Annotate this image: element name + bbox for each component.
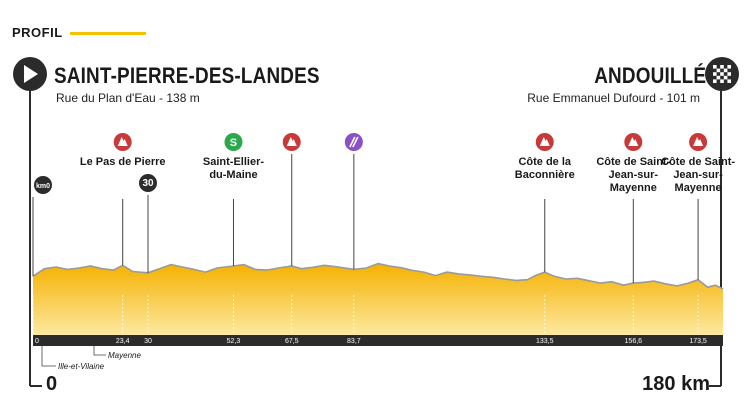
waypoint-label: Jean-sur- — [609, 169, 659, 181]
tick-label: 23,4 — [116, 338, 130, 345]
waypoint-label: Jean-sur- — [673, 169, 723, 181]
checker-square — [723, 68, 728, 73]
header-underline — [70, 32, 146, 35]
waypoint-label: Côte de la — [518, 156, 571, 168]
sprint-icon: S — [230, 137, 237, 149]
start-address: Rue du Plan d'Eau - 138 m — [56, 91, 200, 105]
checker-square — [727, 79, 731, 83]
tick-label: 156,6 — [625, 338, 643, 345]
checker-square — [716, 68, 721, 73]
tick-label: 83,7 — [347, 338, 361, 345]
feed-icon — [349, 136, 359, 148]
checker-square — [723, 75, 728, 80]
profile-header: PROFIL — [12, 25, 63, 40]
elevation-area — [33, 263, 723, 335]
checker-square — [727, 72, 731, 76]
tick-label: 30 — [144, 338, 152, 345]
checker-square — [713, 79, 717, 83]
feed-zone-badge — [344, 133, 363, 151]
elevation-line — [32, 262, 724, 290]
checker-square — [720, 79, 724, 83]
department-label: Mayenne — [108, 351, 141, 360]
tick-label: 0 — [35, 338, 39, 345]
checker-square — [727, 65, 731, 69]
waypoint-label: Mayenne — [610, 182, 657, 194]
tick-label: 173,5 — [689, 338, 707, 345]
checkered-flag-icon — [713, 65, 731, 83]
finish-address: Rue Emmanuel Dufourd - 101 m — [527, 91, 700, 105]
checker-square — [720, 65, 724, 69]
waypoint-label: Saint-Ellier- — [203, 156, 264, 168]
play-icon — [24, 65, 38, 83]
waypoint-label: Le Pas de Pierre — [80, 156, 166, 168]
department-connector — [93, 346, 106, 356]
km0-badge — [34, 176, 52, 194]
mountain-icon — [286, 137, 297, 146]
km30-label: 30 — [142, 178, 154, 189]
department-label: Ille-et-Vilaine — [58, 362, 105, 371]
km0-label: km0 — [36, 183, 50, 190]
mountain-icon — [117, 137, 128, 146]
start-town: SAINT-PIERRE-DES-LANDES — [54, 63, 320, 88]
km30-badge — [139, 174, 157, 192]
mountain-icon — [628, 137, 639, 146]
finish-town: ANDOUILLÉ — [594, 63, 706, 88]
sprint-badge — [224, 133, 243, 151]
distance-bar — [33, 335, 723, 346]
waypoint-label: Mayenne — [675, 182, 722, 194]
mountain-icon — [539, 137, 550, 146]
department-connector — [41, 346, 56, 367]
tick-label: 67,5 — [285, 338, 299, 345]
waypoint-label: Baconnière — [515, 169, 575, 181]
mountain-icon — [693, 137, 704, 146]
tick-label: 52,3 — [227, 338, 241, 345]
waypoint-label: du-Maine — [209, 169, 257, 181]
checker-square — [713, 72, 717, 76]
checker-square — [713, 65, 717, 69]
start-distance: 0 — [46, 373, 58, 395]
checker-square — [716, 75, 721, 80]
waypoint-label: Côte de Saint- — [661, 156, 735, 168]
checker-square — [720, 72, 724, 76]
waypoint-label: Côte de Saint- — [596, 156, 670, 168]
tick-label: 133,5 — [536, 338, 554, 345]
finish-distance: 180 km — [642, 373, 710, 395]
